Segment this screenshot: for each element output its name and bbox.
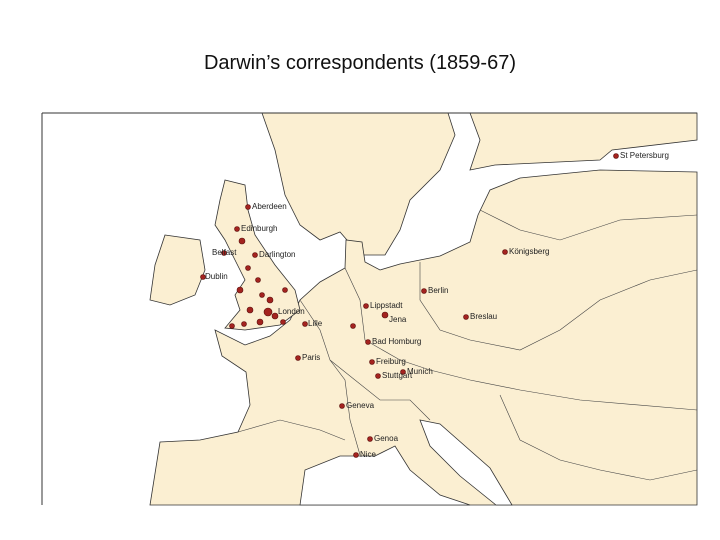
place-label: Bad Homburg [372,337,421,346]
dot [350,323,356,329]
dot [200,274,206,280]
dot [421,288,427,294]
dot [259,292,265,298]
dots [200,153,619,458]
dot [255,277,261,283]
slide-title: Darwin’s correspondents (1859-67) [203,52,516,74]
place-label: Aberdeen [252,202,287,211]
adriatic [419,419,513,506]
dot [252,252,258,258]
ireland [149,234,206,306]
place-label: Nice [360,450,377,459]
dot [236,286,244,294]
dot [365,339,371,345]
dot [245,204,251,210]
scandinavia [261,112,456,256]
border [237,419,346,441]
dot [367,436,373,442]
place-label: Stuttgart [382,371,413,380]
dot [353,452,359,458]
place-label: Genoa [374,434,399,443]
dot [282,287,288,293]
place-label: Darlington [259,250,295,259]
place-label: Breslau [470,312,497,321]
place-label: Belfast [212,248,237,257]
place-label: Berlin [428,286,448,295]
place-label: Jena [389,315,407,324]
dot [241,321,247,327]
dot [339,403,345,409]
dot [502,249,508,255]
place-label: London [278,307,305,316]
border [344,267,698,411]
place-label: Munich [407,367,433,376]
dot [246,306,254,314]
place-label: Dublin [205,272,228,281]
dot [256,318,264,326]
dot [463,314,469,320]
border [499,394,698,481]
place-label: Lippstadt [370,301,403,310]
border [419,262,698,351]
place-label: St Petersburg [620,151,669,160]
place-label: Edinburgh [241,224,277,233]
dot [238,237,246,245]
border [479,209,698,241]
dot [381,311,389,319]
dot [221,250,227,256]
dot [400,369,406,375]
dot [229,323,235,329]
continent [149,169,698,506]
dot [263,307,273,317]
finland-russia [469,112,698,171]
dot [234,226,240,232]
dot [271,312,279,320]
place-label: Paris [302,353,320,362]
dot [280,319,286,325]
dot [245,265,251,271]
place-label: Freiburg [376,357,406,366]
dot [363,303,369,309]
dot [295,355,301,361]
dot [302,321,308,327]
dot [375,373,381,379]
dot [266,296,274,304]
border [329,359,431,421]
dot [613,153,619,159]
mediterranean [299,445,471,506]
dot [369,359,375,365]
place-label: Lille [308,319,323,328]
border [299,299,361,456]
place-label: Königsberg [509,247,549,256]
place-label: Geneva [346,401,375,410]
